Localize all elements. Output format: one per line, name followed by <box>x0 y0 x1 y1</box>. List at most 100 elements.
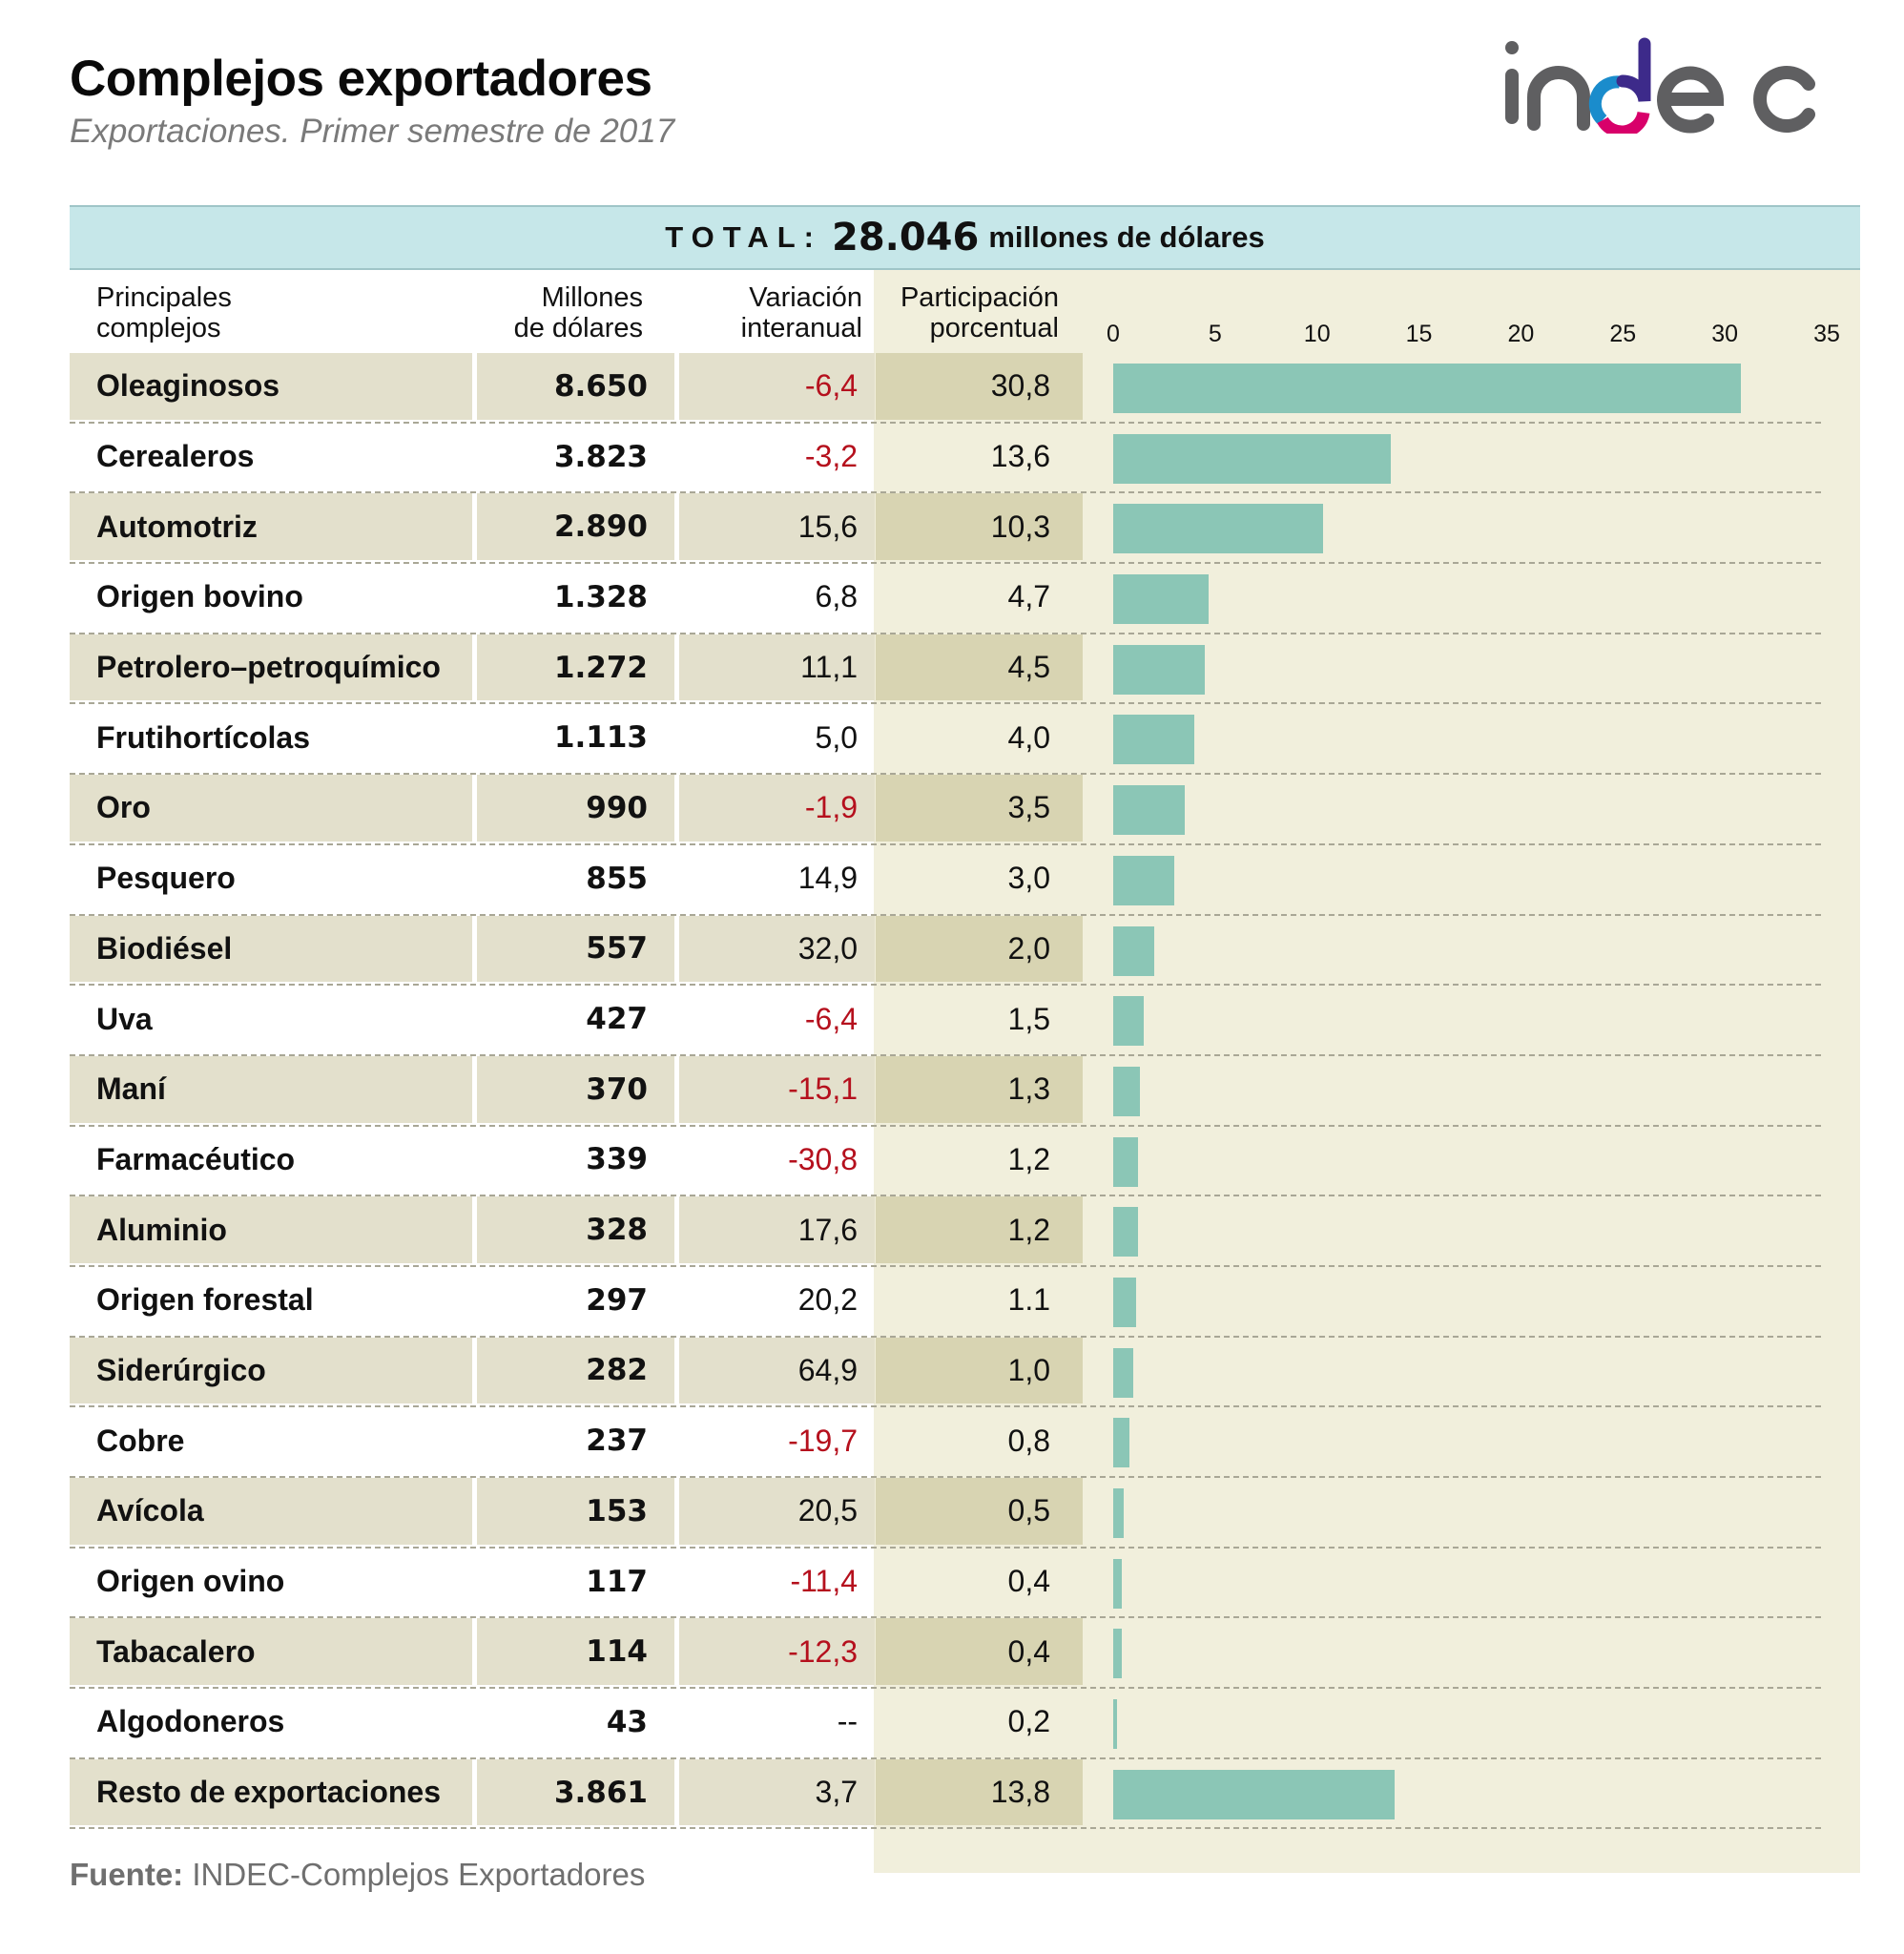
complex-name: Farmacéutico <box>96 1141 296 1176</box>
millions-value: 2.890 <box>477 493 674 561</box>
bar <box>1113 1277 1136 1327</box>
logo-d-purple <box>1616 37 1651 103</box>
complex-name: Automotriz <box>70 493 472 561</box>
complex-name: Cobre <box>96 1423 185 1458</box>
table-row: Resto de exportaciones 3.861 3,7 13,8 <box>70 1758 1821 1830</box>
variation-value: 6,8 <box>815 579 858 614</box>
variation-value: -11,4 <box>790 1564 858 1599</box>
column-header-participation: Participación porcentual <box>900 282 1059 343</box>
complex-name: Origen bovino <box>96 579 303 614</box>
participation-value: 0,2 <box>1007 1704 1050 1739</box>
variation-value: 14,9 <box>797 861 858 896</box>
table-row: Petrolero–petroquímico 1.272 11,1 4,5 <box>70 634 1821 705</box>
table-row: Algodoneros 43 -- 0,2 <box>70 1689 1821 1759</box>
participation-value: 30,8 <box>876 353 1083 420</box>
complex-name: Oleaginosos <box>70 353 472 420</box>
table-row: Frutihortícolas 1.113 5,0 4,0 <box>70 704 1821 776</box>
variation-value: 17,6 <box>679 1196 875 1263</box>
complex-name: Maní <box>70 1055 472 1123</box>
bar <box>1113 1066 1140 1116</box>
logo-letter-i <box>1505 69 1519 124</box>
table-row: Cerealeros 3.823 -3,2 13,6 <box>70 424 1821 494</box>
total-value: 28.046 <box>831 216 980 260</box>
bar <box>1113 1418 1130 1468</box>
x-tick-label: 35 <box>1813 321 1840 347</box>
variation-value: -19,7 <box>788 1423 858 1458</box>
participation-value: 3,0 <box>1007 861 1050 896</box>
millions-value: 3.823 <box>553 439 648 474</box>
variation-value: 32,0 <box>679 915 875 983</box>
variation-value: 64,9 <box>679 1337 875 1404</box>
participation-value: 1,3 <box>876 1055 1083 1123</box>
millions-value: 370 <box>477 1055 674 1123</box>
data-table: Oleaginosos 8.650 -6,4 30,8 Cerealeros 3.823-… <box>70 353 1821 1830</box>
complex-name: Origen forestal <box>96 1282 314 1318</box>
complex-name: Frutihortícolas <box>96 719 311 755</box>
complex-name: Petrolero–petroquímico <box>70 634 472 701</box>
bar <box>1113 1769 1395 1819</box>
bar <box>1113 1699 1118 1750</box>
table-row: Pesquero 855 14,9 3,0 <box>70 845 1821 916</box>
column-header-name: Principales complejos <box>96 282 232 343</box>
source-text: INDEC-Complejos Exportadores <box>192 1857 646 1892</box>
participation-value: 1.1 <box>1007 1282 1050 1318</box>
complex-name: Oro <box>70 775 472 842</box>
complex-name: Resto de exportaciones <box>70 1758 472 1826</box>
variation-value: 20,2 <box>797 1282 858 1318</box>
participation-value: 1,5 <box>1007 1001 1050 1036</box>
complex-name: Aluminio <box>70 1196 472 1263</box>
x-tick-label: 30 <box>1711 321 1739 347</box>
page-title: Complejos exportadores <box>70 51 652 107</box>
participation-value: 1,0 <box>876 1337 1083 1404</box>
millions-value: 8.650 <box>477 353 674 420</box>
bar <box>1113 785 1185 836</box>
bar <box>1113 1136 1138 1187</box>
indec-logo <box>1505 37 1815 134</box>
participation-value: 1,2 <box>1007 1141 1050 1176</box>
source-label: Fuente: <box>70 1857 184 1892</box>
complex-name: Pesquero <box>96 861 236 896</box>
x-tick-label: 15 <box>1405 321 1433 347</box>
variation-value: -- <box>837 1704 858 1739</box>
x-tick-label: 5 <box>1208 321 1222 347</box>
bar <box>1113 925 1154 976</box>
column-header-variation: Variación interanual <box>740 282 862 343</box>
table-row: Origen ovino 117 -11,4 0,4 <box>70 1549 1821 1619</box>
table-row: Tabacalero 114 -12,3 0,4 <box>70 1618 1821 1690</box>
table-row: Farmacéutico 339 -30,8 1,2 <box>70 1127 1821 1197</box>
table-row: Oleaginosos 8.650 -6,4 30,8 <box>70 353 1821 424</box>
millions-value: 282 <box>477 1337 674 1404</box>
complex-name: Algodoneros <box>96 1704 285 1739</box>
table-row: Oro 990 -1,9 3,5 <box>70 775 1821 845</box>
millions-value: 427 <box>586 1002 648 1037</box>
table-row: Avícola 153 20,5 0,5 <box>70 1478 1821 1549</box>
x-tick-label: 25 <box>1609 321 1637 347</box>
bar <box>1113 433 1391 484</box>
logo-d-magenta <box>1597 111 1650 134</box>
bar <box>1113 504 1324 554</box>
millions-value: 328 <box>477 1196 674 1263</box>
participation-value: 13,6 <box>990 439 1050 474</box>
table-row: Aluminio 328 17,6 1,2 <box>70 1196 1821 1267</box>
bar <box>1113 574 1210 625</box>
variation-value: 15,6 <box>679 493 875 561</box>
variation-value: -1,9 <box>679 775 875 842</box>
table-row: Origen forestal 297 20,2 1.1 <box>70 1267 1821 1338</box>
bar <box>1113 644 1206 695</box>
variation-value: 3,7 <box>679 1758 875 1826</box>
variation-value: 5,0 <box>815 719 858 755</box>
participation-value: 1,2 <box>876 1196 1083 1263</box>
variation-value: -6,4 <box>679 353 875 420</box>
table-row: Biodiésel 557 32,0 2,0 <box>70 915 1821 987</box>
complex-name: Cerealeros <box>96 439 255 474</box>
variation-value: -15,1 <box>679 1055 875 1123</box>
page-subtitle: Exportaciones. Primer semestre de 2017 <box>70 113 675 150</box>
variation-value: 20,5 <box>679 1478 875 1545</box>
complex-name: Avícola <box>70 1478 472 1545</box>
logo-d-blue <box>1588 75 1621 125</box>
millions-value: 557 <box>477 915 674 983</box>
participation-value: 0,5 <box>876 1478 1083 1545</box>
participation-value: 2,0 <box>876 915 1083 983</box>
participation-value: 0,4 <box>1007 1564 1050 1599</box>
x-tick-label: 0 <box>1107 321 1120 347</box>
